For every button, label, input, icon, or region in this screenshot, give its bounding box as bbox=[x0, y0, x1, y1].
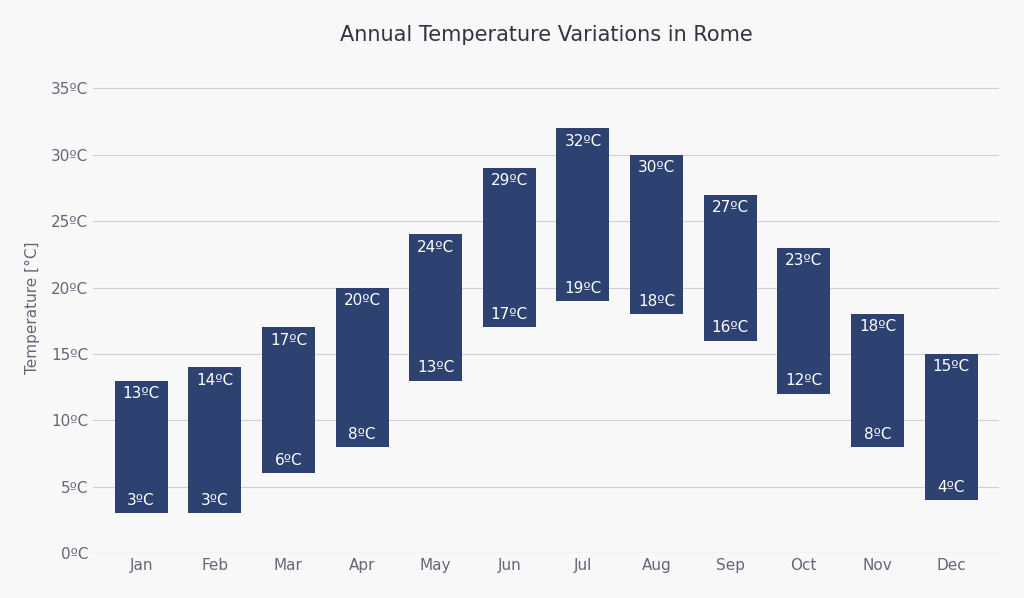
Title: Annual Temperature Variations in Rome: Annual Temperature Variations in Rome bbox=[340, 25, 753, 45]
Text: 14ºC: 14ºC bbox=[197, 373, 233, 388]
Bar bbox=[482, 168, 536, 327]
Text: 20ºC: 20ºC bbox=[343, 293, 381, 308]
Text: 24ºC: 24ºC bbox=[417, 240, 455, 255]
Text: 17ºC: 17ºC bbox=[490, 307, 527, 322]
Bar bbox=[703, 194, 757, 341]
Text: 19ºC: 19ºC bbox=[564, 280, 601, 295]
Bar bbox=[630, 155, 683, 314]
Text: 30ºC: 30ºC bbox=[638, 160, 675, 175]
Y-axis label: Temperature [°C]: Temperature [°C] bbox=[25, 241, 40, 374]
Text: 29ºC: 29ºC bbox=[490, 173, 528, 188]
Bar bbox=[410, 234, 462, 380]
Bar bbox=[925, 354, 978, 500]
Bar bbox=[777, 248, 830, 394]
Text: 18ºC: 18ºC bbox=[859, 319, 896, 334]
Text: 13ºC: 13ºC bbox=[123, 386, 160, 401]
Text: 8ºC: 8ºC bbox=[864, 426, 891, 441]
Bar bbox=[188, 367, 242, 513]
Text: 16ºC: 16ºC bbox=[712, 321, 749, 335]
Text: 3ºC: 3ºC bbox=[127, 493, 155, 508]
Text: 12ºC: 12ºC bbox=[785, 374, 822, 389]
Text: 13ºC: 13ºC bbox=[417, 360, 455, 375]
Bar bbox=[336, 288, 388, 447]
Text: 32ºC: 32ºC bbox=[564, 133, 601, 148]
Bar bbox=[262, 327, 315, 474]
Text: 18ºC: 18ºC bbox=[638, 294, 675, 309]
Text: 8ºC: 8ºC bbox=[348, 426, 376, 441]
Text: 23ºC: 23ºC bbox=[785, 253, 822, 268]
Text: 4ºC: 4ºC bbox=[937, 480, 965, 495]
Bar bbox=[115, 380, 168, 513]
Text: 3ºC: 3ºC bbox=[201, 493, 228, 508]
Text: 27ºC: 27ºC bbox=[712, 200, 749, 215]
Text: 6ºC: 6ºC bbox=[274, 453, 302, 468]
Text: 15ºC: 15ºC bbox=[933, 359, 970, 374]
Bar bbox=[851, 314, 904, 447]
Bar bbox=[556, 128, 609, 301]
Text: 17ºC: 17ºC bbox=[269, 332, 307, 347]
